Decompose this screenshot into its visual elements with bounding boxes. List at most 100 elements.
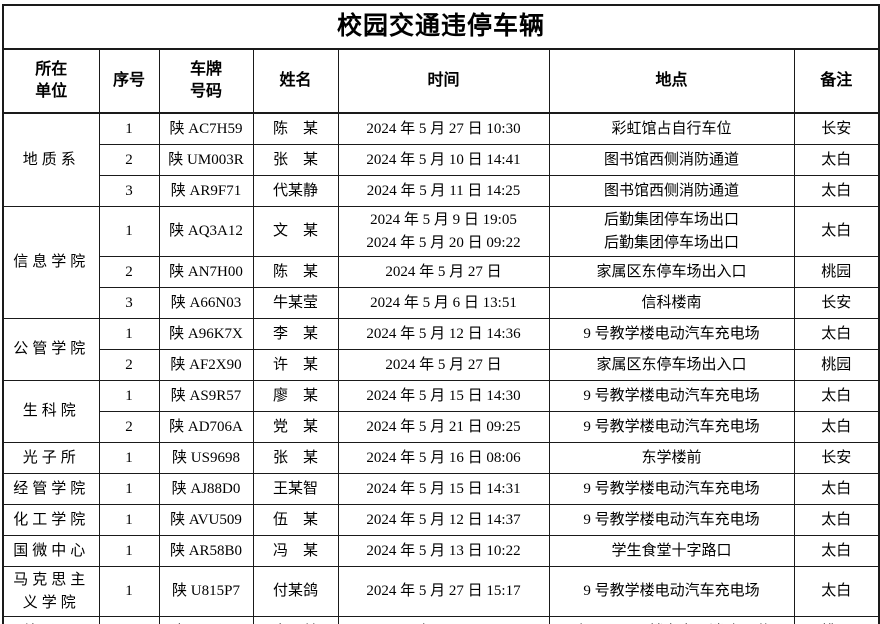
no-cell: 2 — [98, 256, 160, 288]
table-row: 生科院 1 陕 AS9R57 廖 某 2024 年 5 月 15 日 14:30 9 号教… — [2, 380, 880, 443]
plate-cell: 陕 AR58B0 — [158, 535, 254, 567]
name-cell: 张 某 — [252, 144, 339, 176]
name-cell: 牛某莹 — [252, 287, 339, 319]
time-cell: 2024 年 5 月 6 日 13:51 — [337, 287, 550, 319]
plate-cell: 陕 AC7H59 — [158, 112, 254, 145]
location-cell: 9 号教学楼电动汽车充电场 — [548, 504, 795, 536]
remark-cell: 太白 — [793, 144, 880, 176]
location-cell: 9 号教学楼电动汽车充电场 — [548, 566, 795, 617]
table-row: 国微中心 1 陕 AR58B0 冯 某 2024 年 5 月 13 日 10:22 学生食… — [2, 535, 880, 567]
remark-cell: 太白 — [793, 566, 880, 617]
remark-cell: 长安 — [793, 112, 880, 145]
name-cell: 伍 某 — [252, 504, 339, 536]
table-row: 光子所 1 陕 US9698 张 某 2024 年 5 月 16 日 08:06 东学楼前… — [2, 442, 880, 474]
location-cell: 图书馆西侧消防通道 — [548, 144, 795, 176]
column-header-location: 地点 — [548, 48, 795, 114]
unit-cell: 幼儿园 — [2, 616, 100, 624]
time-cell: 2024 年 5 月 15 日 14:30 — [337, 380, 550, 412]
plate-cell: 陕 A96K7X — [158, 318, 254, 350]
plate-cell: 陕 AQ3A12 — [158, 206, 254, 257]
table-row: 马克思主义学院 1 陕 U815P7 付某鸽 2024 年 5 月 27 日 15:17… — [2, 566, 880, 617]
time-cell: 2024 年 5 月 27 日 — [337, 349, 550, 381]
column-header-no: 序号 — [98, 48, 160, 114]
plate-cell: 陕 AF2X90 — [158, 349, 254, 381]
remark-cell: 太白 — [793, 175, 880, 207]
location-cell: 东学楼前 — [548, 442, 795, 474]
time-cell: 2024 年 5 月 27 日 — [337, 256, 550, 288]
time-cell: 2024 年 5 月 16 日 08:06 — [337, 442, 550, 474]
no-cell: 1 — [98, 318, 160, 350]
unit-cell: 地质系 — [2, 112, 100, 207]
name-cell: 许 某 — [252, 349, 339, 381]
name-cell: 付某鸽 — [252, 566, 339, 617]
no-cell: 2 — [98, 411, 160, 443]
table-row: 公管学院 1 陕 A96K7X 李 某 2024 年 5 月 12 日 14:36 9 号… — [2, 318, 880, 381]
name-cell: 党 某 — [252, 411, 339, 443]
plate-cell: 陕 AR9F71 — [158, 175, 254, 207]
unit-cell: 经管学院 — [2, 473, 100, 505]
unit-cell: 化工学院 — [2, 504, 100, 536]
plate-cell: 陕 UM003R — [158, 144, 254, 176]
title-row: 校园交通违停车辆 — [2, 4, 880, 50]
unit-cell: 生科院 — [2, 380, 100, 443]
no-cell: 1 — [98, 380, 160, 412]
time-cell: 2024 年 5 月 27 日 15:17 — [337, 566, 550, 617]
table-body: 地质系 1 陕 AC7H59 陈 某 2024 年 5 月 27 日 10:30 彩虹馆占… — [2, 112, 880, 624]
name-cell: 文 某 — [252, 206, 339, 257]
location-cell: 信科楼南 — [548, 287, 795, 319]
time-cell: 2024 年 5 月 9 日 19:05 2024 年 5 月 20 日 09:… — [337, 206, 550, 257]
no-cell: 2 — [98, 349, 160, 381]
location-cell: 图书馆西侧消防通道 — [548, 175, 795, 207]
unit-cell: 信息学院 — [2, 206, 100, 319]
time-cell: 2024 年 5 月 12 日 14:37 — [337, 504, 550, 536]
time-cell: 2024 年 5 月 21 日 09:25 — [337, 411, 550, 443]
plate-cell: 陕 A9B88K — [158, 616, 254, 624]
no-cell: 1 — [98, 473, 160, 505]
no-cell: 1 — [98, 112, 160, 145]
name-cell: 陈 某 — [252, 256, 339, 288]
plate-cell: 陕 AJ88D0 — [158, 473, 254, 505]
remark-cell: 桃园 — [793, 349, 880, 381]
unit-cell: 马克思主义学院 — [2, 566, 100, 617]
name-cell: 代某静 — [252, 175, 339, 207]
time-cell: 2024 年 5 月 12 日 14:36 — [337, 318, 550, 350]
no-cell: 1 — [98, 616, 160, 624]
remark-cell: 长安 — [793, 442, 880, 474]
location-cell: 后勤集团停车场出口 后勤集团停车场出口 — [548, 206, 795, 257]
table-row: 经管学院 1 陕 AJ88D0 王某智 2024 年 5 月 15 日 14:31 9 号… — [2, 473, 880, 505]
no-cell: 3 — [98, 287, 160, 319]
remark-cell: 太白 — [793, 411, 880, 443]
remark-cell: 桃园 — [793, 616, 880, 624]
name-cell: 王某智 — [252, 473, 339, 505]
location-cell: 家属区 4 号楼东占用消防通道 — [548, 616, 795, 624]
column-header-name: 姓名 — [252, 48, 339, 114]
name-cell: 陈 某 — [252, 112, 339, 145]
location-cell: 学生食堂十字路口 — [548, 535, 795, 567]
location-cell: 9 号教学楼电动汽车充电场 — [548, 411, 795, 443]
unit-cell: 公管学院 — [2, 318, 100, 381]
column-header-plate: 车牌 号码 — [158, 48, 254, 114]
time-cell: 2024 年 5 月 11 日 14:25 — [337, 175, 550, 207]
plate-cell: 陕 AS9R57 — [158, 380, 254, 412]
name-cell: 廖 某 — [252, 380, 339, 412]
location-cell: 9 号教学楼电动汽车充电场 — [548, 380, 795, 412]
location-cell: 9 号教学楼电动汽车充电场 — [548, 473, 795, 505]
time-cell: 2024 年 5 月 14 日 — [337, 616, 550, 624]
plate-cell: 陕 U815P7 — [158, 566, 254, 617]
location-cell: 家属区东停车场出入口 — [548, 256, 795, 288]
column-header-remark: 备注 — [793, 48, 880, 114]
column-header-time: 时间 — [337, 48, 550, 114]
remark-cell: 太白 — [793, 380, 880, 412]
plate-cell: 陕 A66N03 — [158, 287, 254, 319]
unit-cell: 国微中心 — [2, 535, 100, 567]
remark-cell: 太白 — [793, 473, 880, 505]
page-title: 校园交通违停车辆 — [2, 4, 880, 50]
time-cell: 2024 年 5 月 10 日 14:41 — [337, 144, 550, 176]
header-row: 所在 单位 序号 车牌 号码 姓名 时间 地点 备注 — [2, 48, 880, 114]
table-row: 信息学院 1 陕 AQ3A12 文 某 2024 年 5 月 9 日 19:05 202… — [2, 206, 880, 319]
remark-cell: 长安 — [793, 287, 880, 319]
